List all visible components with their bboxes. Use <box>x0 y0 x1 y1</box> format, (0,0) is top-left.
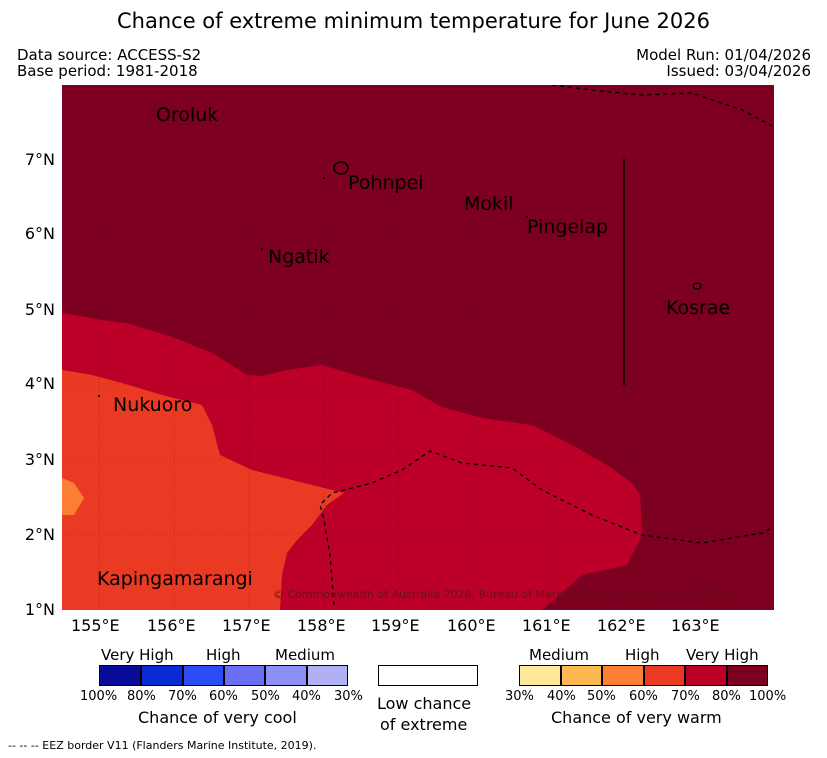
data-source: Data source: ACCESS-S2 <box>17 46 202 64</box>
place-kapingamarangi: Kapingamarangi <box>97 568 253 590</box>
cool-swatch-70 <box>183 665 224 686</box>
warm-swatch-80 <box>727 665 768 686</box>
pohnpei-island <box>333 161 349 175</box>
place-oroluk: Oroluk <box>156 104 219 126</box>
warm-tick-60: 60% <box>629 689 658 704</box>
cool-tick-70: 70% <box>168 689 197 704</box>
neutral-swatch <box>378 665 478 686</box>
cool-tick-50: 50% <box>251 689 280 704</box>
cool-tick-80: 80% <box>127 689 156 704</box>
lon-label-162e: 162°E <box>597 616 646 635</box>
place-nukuoro: Nukuoro <box>113 394 193 416</box>
warm-swatch-40 <box>561 665 602 686</box>
lon-label-156e: 156°E <box>147 616 196 635</box>
cool-very-high-label: Very High <box>101 646 174 664</box>
place-kosrae: Kosrae <box>666 297 731 319</box>
model-run: Model Run: 01/04/2026 <box>636 46 811 64</box>
lon-label-161e: 161°E <box>522 616 571 635</box>
warm-tick-50: 50% <box>587 689 616 704</box>
lon-label-159e: 159°E <box>371 616 420 635</box>
kosrae-island <box>692 282 702 290</box>
warm-60-region <box>62 478 84 515</box>
warm-70-region <box>62 370 344 610</box>
probability-map: Oroluk Pohnpei Mokil Pingelap Ngatik Kos… <box>62 85 774 610</box>
cool-high-label: High <box>206 646 241 664</box>
issued-date: Issued: 03/04/2026 <box>666 62 811 80</box>
warm-tick-80: 80% <box>712 689 741 704</box>
place-ngatik: Ngatik <box>268 246 330 268</box>
eez-border-lines <box>319 85 774 606</box>
warm-swatch-30 <box>519 665 561 686</box>
cool-tick-40: 40% <box>292 689 321 704</box>
warm-very-high-label: Very High <box>686 646 759 664</box>
cool-swatch-100 <box>99 665 141 686</box>
warm-tick-100: 100% <box>749 689 787 704</box>
lon-label-160e: 160°E <box>447 616 496 635</box>
cool-swatch-60 <box>224 665 265 686</box>
cool-legend-title: Chance of very cool <box>138 708 297 727</box>
cool-tick-60: 60% <box>209 689 238 704</box>
lat-label-3n: 3°N <box>24 450 55 469</box>
lat-label-5n: 5°N <box>24 300 55 319</box>
neutral-label-line2: of extreme <box>380 715 468 734</box>
cool-medium-label: Medium <box>275 646 335 664</box>
eez-footnote: -- -- -- EEZ border V11 (Flanders Marine… <box>8 739 317 752</box>
lon-label-155e: 155°E <box>71 616 120 635</box>
warm-tick-40: 40% <box>547 689 576 704</box>
lat-label-7n: 7°N <box>24 150 55 169</box>
lat-label-6n: 6°N <box>24 224 55 243</box>
cool-swatch-80 <box>141 665 183 686</box>
neutral-label-line1: Low chance <box>377 694 472 713</box>
warm-tick-70: 70% <box>671 689 700 704</box>
lat-label-2n: 2°N <box>24 525 55 544</box>
place-pohnpei: Pohnpei <box>348 172 424 194</box>
map-title: Chance of extreme minimum temperature fo… <box>117 9 710 33</box>
warm-legend-title: Chance of very warm <box>551 708 722 727</box>
place-mokil: Mokil <box>464 193 514 215</box>
cool-tick-30: 30% <box>334 689 363 704</box>
map-canvas <box>62 85 774 610</box>
lat-label-4n: 4°N <box>24 374 55 393</box>
place-pingelap: Pingelap <box>527 216 609 238</box>
lat-label-1n: 1°N <box>24 600 55 619</box>
warm-swatch-60 <box>644 665 685 686</box>
lon-label-158e: 158°E <box>297 616 346 635</box>
warm-tick-30: 30% <box>505 689 534 704</box>
cool-tick-100: 100% <box>80 689 118 704</box>
warm-swatch-70 <box>685 665 727 686</box>
lon-label-163e: 163°E <box>671 616 720 635</box>
lon-label-157e: 157°E <box>222 616 271 635</box>
warm-high-label: High <box>625 646 660 664</box>
base-period: Base period: 1981-2018 <box>17 62 198 80</box>
cool-swatch-50 <box>265 665 307 686</box>
cool-swatch-40 <box>307 665 348 686</box>
warm-medium-label: Medium <box>529 646 589 664</box>
warm-swatch-50 <box>602 665 644 686</box>
copyright-notice: © Commonwealth of Australia 2026, Bureau… <box>273 588 737 601</box>
